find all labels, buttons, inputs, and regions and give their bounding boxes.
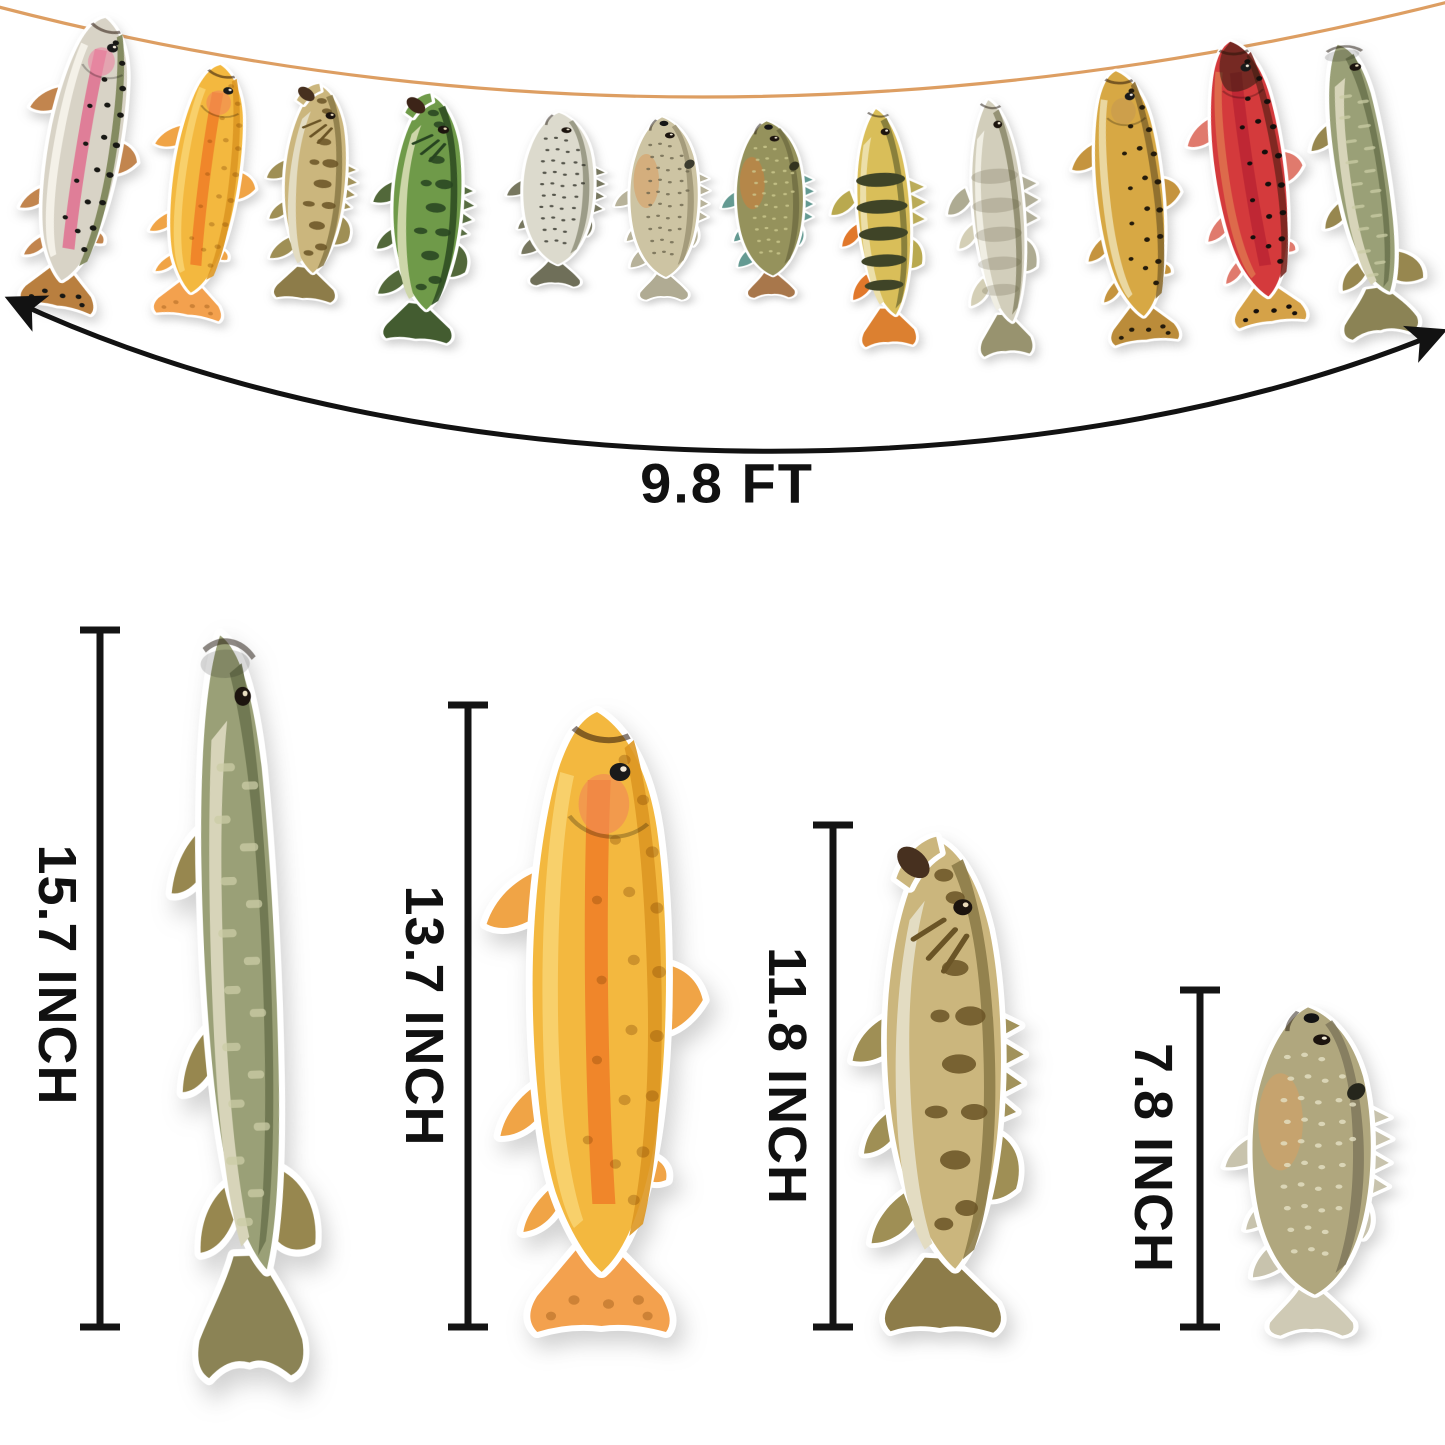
measure-bar-smallmouth-bass — [813, 821, 853, 1331]
measure-label-musky: 15.7 INCH — [27, 844, 87, 1106]
size-fish-golden-trout — [487, 712, 703, 1332]
measure-label-golden-trout: 13.7 INCH — [394, 885, 454, 1147]
banner-fish-cutthroat-trout — [1174, 34, 1324, 332]
measure-label-longear-sunfish: 7.8 INCH — [1123, 1042, 1183, 1274]
measure-bar-longear-sunfish — [1180, 986, 1220, 1331]
banner-fish-green-sunfish — [720, 121, 815, 299]
banner-fish-black-crappie — [504, 111, 608, 288]
measure-bar-musky — [80, 626, 120, 1331]
banner-fish-golden-trout — [132, 57, 272, 323]
banner-fish-walleye — [940, 97, 1049, 358]
banner-fish-largemouth-bass — [364, 90, 482, 344]
banner-length-arrow — [4, 295, 1445, 454]
banner-fish-pumpkinseed-sunfish — [615, 117, 709, 299]
size-fish-smallmouth-bass — [853, 837, 1024, 1333]
banner-fish-yellow-perch — [826, 107, 933, 349]
banner-length-label: 9.8 FT — [640, 451, 814, 515]
size-fish-muskellunge — [163, 633, 321, 1379]
measure-label-smallmouth-bass: 11.8 INCH — [757, 946, 817, 1206]
banner-fish-smallmouth-bass — [257, 80, 366, 304]
banner-fish-rainbow-trout — [0, 8, 161, 318]
size-fish-longear-sunfish — [1225, 1007, 1390, 1335]
banner-fish-muskellunge — [1297, 37, 1430, 341]
measure-bar-golden-trout — [448, 701, 488, 1331]
banner-fish-brown-trout — [1062, 66, 1195, 348]
